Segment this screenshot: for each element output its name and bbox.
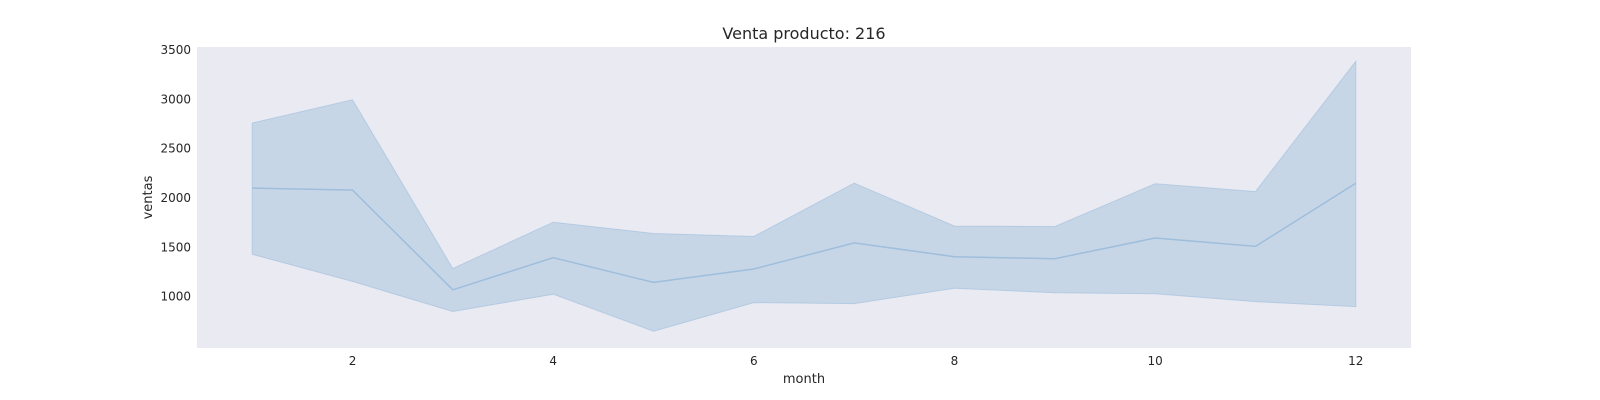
- x-tick-label: 6: [750, 354, 758, 368]
- mean-line: [252, 182, 1357, 291]
- x-axis-ticks: 2 4 6 8 10 12: [349, 354, 1364, 368]
- y-axis-label: ventas: [141, 175, 156, 219]
- y-tick-label: 2500: [160, 142, 191, 156]
- x-tick-label: 2: [349, 354, 357, 368]
- y-tick-label: 1500: [160, 240, 191, 254]
- y-tick-label: 2000: [160, 191, 191, 205]
- x-axis-label: month: [783, 372, 825, 387]
- chart-title: Venta producto: 216: [722, 24, 885, 43]
- y-tick-label: 3500: [160, 43, 191, 57]
- confidence-band: [251, 59, 1357, 332]
- x-tick-label: 10: [1148, 354, 1163, 368]
- y-axis-ticks: 1000 1500 2000 2500 3000 3500: [160, 43, 191, 304]
- x-tick-label: 4: [549, 354, 557, 368]
- y-tick-label: 3000: [160, 92, 191, 106]
- y-tick-label: 1000: [160, 290, 191, 304]
- x-tick-label: 12: [1348, 354, 1363, 368]
- x-tick-label: 8: [951, 354, 959, 368]
